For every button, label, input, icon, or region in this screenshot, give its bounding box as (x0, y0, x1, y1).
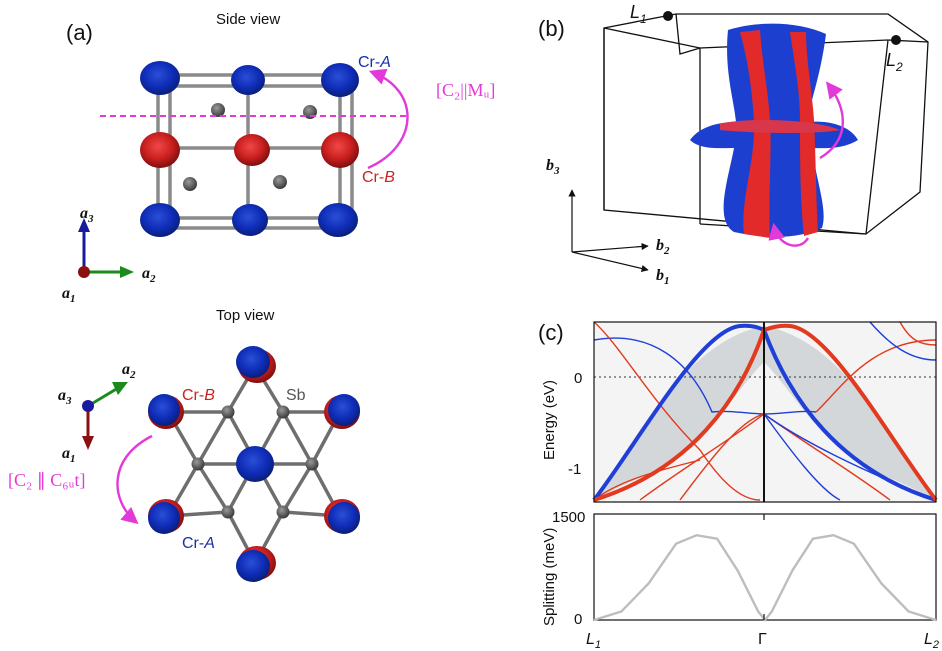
svg-text:a3: a3 (80, 205, 94, 225)
svg-text:a1: a1 (62, 445, 76, 465)
side-cr-b-label: Cr-B (362, 169, 395, 186)
split-ylabel: Splitting (meV) (541, 528, 558, 626)
panel-b-label: (b) (538, 16, 565, 41)
split-ytick-top: 1500 (552, 509, 585, 526)
xtick-L1: L1 (586, 631, 601, 651)
spin-up-band (592, 323, 937, 502)
top-sb-label: Sb (286, 387, 306, 404)
top-view-sb-atoms (191, 405, 319, 519)
splitting-curve (593, 533, 937, 622)
side-view-cr-b-atoms (140, 132, 359, 168)
svg-text:a2: a2 (122, 361, 136, 381)
L2-label: L2 (886, 50, 903, 74)
side-view-title: Side view (216, 11, 280, 28)
energy-ytick-0: 0 (574, 370, 582, 387)
panel-a: (a) Side view (8, 11, 495, 582)
top-cr-b-label: Cr-B (182, 387, 215, 404)
top-view-cr-atoms (148, 346, 360, 582)
b2-label: b2 (656, 237, 670, 257)
L1-point (663, 11, 673, 21)
split-ytick-bottom: 0 (574, 611, 582, 628)
svg-text:a1: a1 (62, 285, 76, 305)
energy-ytick-1: -1 (568, 461, 581, 478)
spin-down-band (593, 323, 938, 502)
side-symmetry-label: [C₂||Mᵤ] (436, 80, 495, 100)
L1-label: L1 (630, 2, 647, 26)
reciprocal-axes (568, 189, 649, 273)
svg-text:a2: a2 (142, 265, 156, 285)
top-axes: a3 a2 a1 (58, 361, 136, 465)
panel-c-label: (c) (538, 320, 564, 345)
xtick-gamma: Γ (758, 631, 767, 648)
energy-ylabel: Energy (eV) (541, 380, 558, 460)
brillouin-zone (603, 13, 929, 235)
energy-frame (593, 321, 937, 503)
rotation-arrow-lower (768, 222, 810, 247)
splitting-plot: 1500 0 Splitting (meV) (541, 509, 937, 628)
side-axes: a3 a2 a1 (62, 205, 156, 305)
side-sym-arrow (367, 68, 409, 170)
panel-c: (c) 0 -1 (538, 320, 939, 651)
xtick-L2: L2 (924, 631, 939, 651)
splitting-frame (593, 513, 937, 621)
fermi-surface (690, 23, 858, 238)
b1-label: b1 (656, 267, 670, 287)
rotation-arrow-upper (819, 81, 844, 160)
L2-point (891, 35, 901, 45)
energy-plot: 0 -1 Energy (eV) (541, 321, 938, 503)
side-view-cr-a-atoms (140, 61, 359, 237)
top-view-title: Top view (216, 307, 275, 324)
svg-text:a3: a3 (58, 387, 72, 407)
top-cr-a-label: Cr-A (182, 535, 215, 552)
side-cr-a-label: Cr-A (358, 54, 391, 71)
b3-label: b3 (546, 157, 560, 177)
top-sym-arrow (116, 434, 153, 525)
top-symmetry-label: [C₂ ∥ C₆ᵤt] (8, 470, 85, 490)
panel-a-label: (a) (66, 20, 93, 45)
panel-b: (b) L1 L2 b3 b2 b1 (538, 2, 929, 287)
